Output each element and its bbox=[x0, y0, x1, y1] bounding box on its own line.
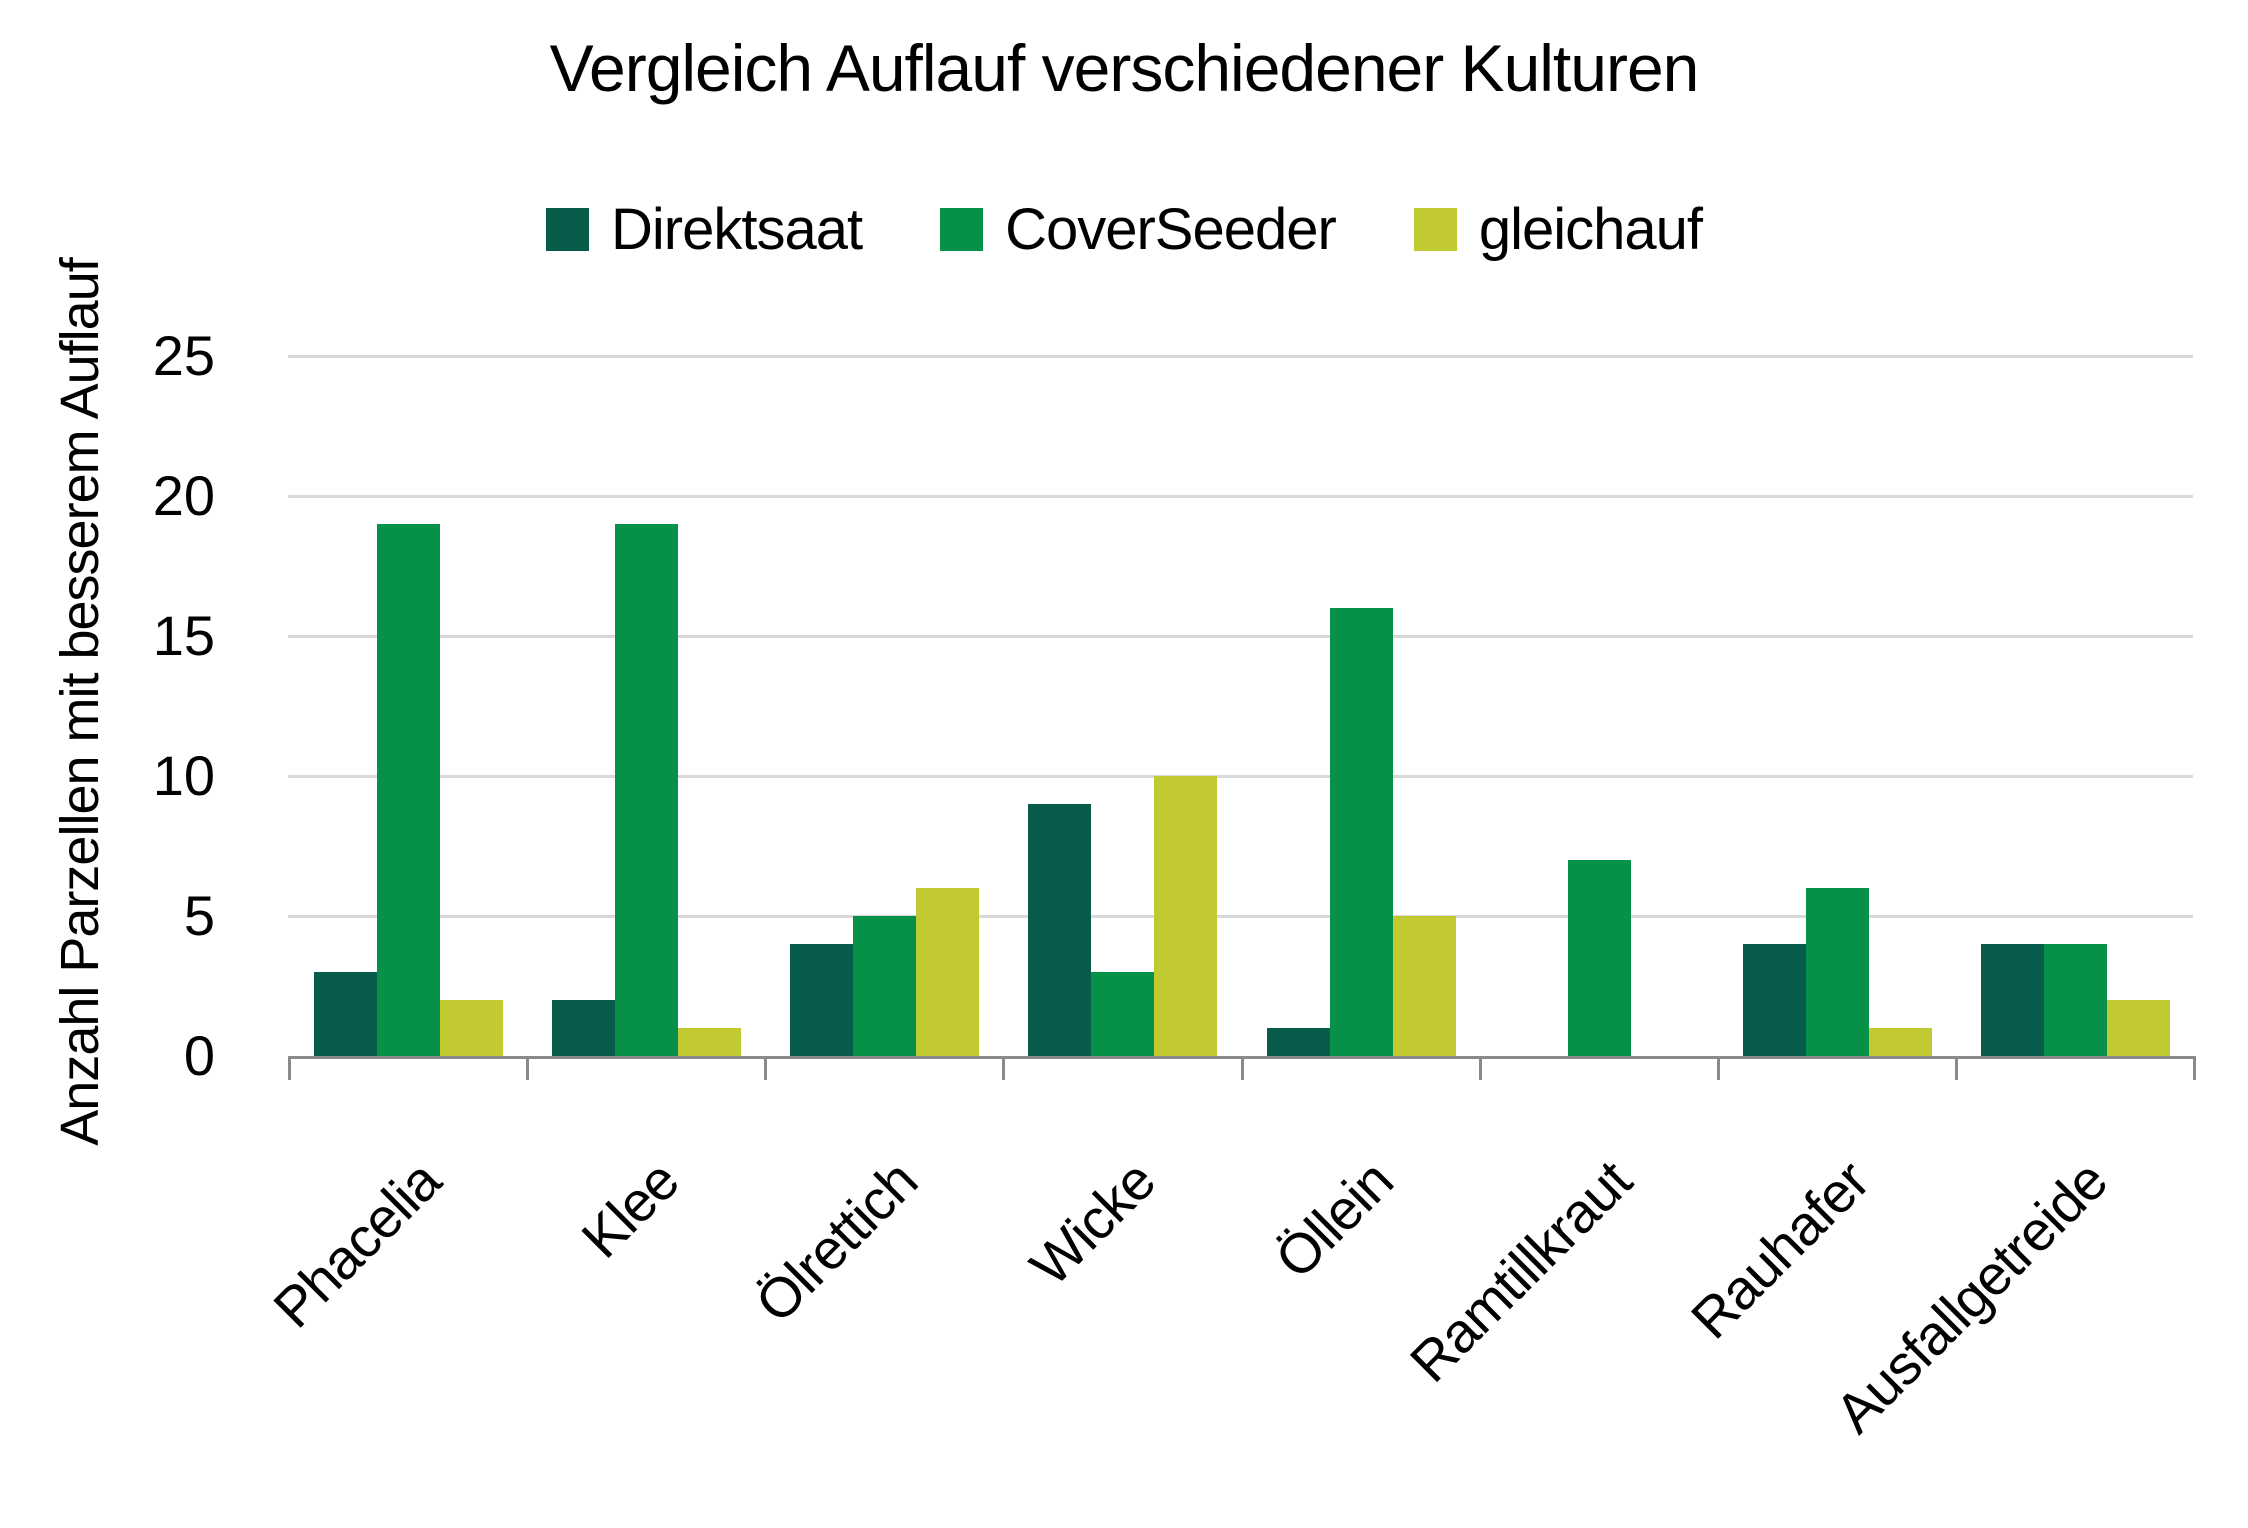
bar-CoverSeeder-Phacelia bbox=[377, 524, 440, 1056]
x-category-label-Klee: Klee bbox=[569, 1148, 691, 1270]
x-category-label-Phacelia: Phacelia bbox=[261, 1148, 453, 1340]
bar-gleichauf-Ölrettich bbox=[916, 888, 980, 1056]
bar-gleichauf-Phacelia bbox=[440, 1000, 503, 1056]
bar-gleichauf-Klee bbox=[678, 1028, 742, 1056]
y-tick-label-20: 20 bbox=[152, 464, 215, 527]
x-category-label-Ramtillkraut: Ramtillkraut bbox=[1397, 1148, 1643, 1394]
bar-CoverSeeder-Ölrettich bbox=[853, 916, 917, 1056]
bar-CoverSeeder-Ramtillkraut bbox=[1567, 860, 1631, 1056]
x-axis-tick bbox=[1002, 1056, 1006, 1080]
legend-swatch-icon bbox=[1413, 208, 1457, 251]
x-axis-tick bbox=[1240, 1056, 1244, 1080]
legend-label: Direktsaat bbox=[610, 197, 863, 262]
x-axis-tick bbox=[764, 1056, 768, 1080]
bar-Direktsaat-Rauhafer bbox=[1742, 944, 1806, 1056]
bar-gleichauf-Öllein bbox=[1392, 916, 1456, 1056]
x-axis-tick bbox=[1716, 1056, 1720, 1080]
x-axis-tick bbox=[526, 1056, 530, 1080]
gridline-10 bbox=[288, 775, 2193, 778]
legend-item-Direktsaat: Direktsaat bbox=[545, 196, 863, 263]
bar-Direktsaat-Phacelia bbox=[314, 972, 377, 1056]
bar-CoverSeeder-Rauhafer bbox=[1805, 888, 1869, 1056]
x-category-label-Öllein: Öllein bbox=[1263, 1148, 1405, 1291]
bar-gleichauf-Ausfallgetreide bbox=[2106, 1000, 2170, 1056]
legend: Direktsaat CoverSeeder gleichauf bbox=[0, 196, 2248, 263]
legend-label: CoverSeeder bbox=[1005, 197, 1337, 262]
legend-item-CoverSeeder: CoverSeeder bbox=[940, 196, 1337, 263]
gridline-5 bbox=[288, 915, 2193, 918]
gridline-15 bbox=[288, 635, 2193, 638]
bar-CoverSeeder-Klee bbox=[615, 524, 679, 1056]
bar-CoverSeeder-Ausfallgetreide bbox=[2043, 944, 2107, 1056]
y-tick-label-10: 10 bbox=[152, 744, 215, 807]
x-category-label-Rauhafer: Rauhafer bbox=[1679, 1148, 1882, 1351]
x-axis-tick bbox=[1954, 1056, 1958, 1080]
y-axis-title: Anzahl Parzellen mit besserem Auflauf bbox=[50, 258, 110, 1146]
bar-Direktsaat-Ölrettich bbox=[790, 944, 854, 1056]
x-axis-tick bbox=[288, 1056, 291, 1080]
bar-CoverSeeder-Wicke bbox=[1091, 972, 1155, 1056]
y-tick-label-15: 15 bbox=[152, 604, 215, 667]
chart-title: Vergleich Auflauf verschiedener Kulturen bbox=[549, 31, 1700, 105]
bar-Direktsaat-Öllein bbox=[1266, 1028, 1330, 1056]
y-tick-label-5: 5 bbox=[183, 884, 215, 947]
bar-gleichauf-Rauhafer bbox=[1868, 1028, 1932, 1056]
legend-swatch-icon bbox=[545, 208, 589, 251]
x-axis-tick bbox=[2193, 1056, 2196, 1080]
bar-CoverSeeder-Öllein bbox=[1329, 608, 1393, 1056]
y-tick-label-0: 0 bbox=[183, 1024, 215, 1087]
x-category-label-Ölrettich: Ölrettich bbox=[742, 1148, 929, 1335]
bar-gleichauf-Wicke bbox=[1154, 776, 1218, 1056]
x-category-label-Wicke: Wicke bbox=[1017, 1148, 1167, 1298]
gridline-20 bbox=[288, 495, 2193, 498]
bar-Direktsaat-Klee bbox=[552, 1000, 616, 1056]
y-tick-label-25: 25 bbox=[152, 324, 215, 387]
bar-Direktsaat-Ausfallgetreide bbox=[1980, 944, 2044, 1056]
gridline-25 bbox=[288, 355, 2193, 358]
legend-swatch-icon bbox=[940, 208, 984, 251]
x-axis-tick bbox=[1478, 1056, 1482, 1080]
legend-item-gleichauf: gleichauf bbox=[1413, 196, 1703, 263]
legend-label: gleichauf bbox=[1478, 197, 1703, 262]
bar-Direktsaat-Wicke bbox=[1028, 804, 1092, 1056]
